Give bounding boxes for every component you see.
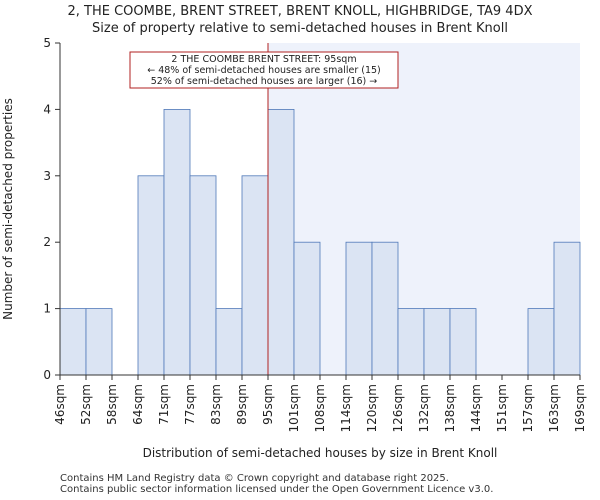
x-tick-label: 132sqm <box>417 384 431 432</box>
x-tick-label: 108sqm <box>313 384 327 432</box>
x-tick-label: 64sqm <box>131 384 145 425</box>
x-tick-label: 52sqm <box>79 384 93 425</box>
x-tick-label: 120sqm <box>365 384 379 432</box>
x-tick-label: 169sqm <box>573 384 587 432</box>
x-tick-label: 151sqm <box>495 384 509 432</box>
bar-83sqm <box>215 308 243 376</box>
x-tick-label: 89sqm <box>235 384 249 425</box>
x-axis-label: Distribution of semi-detached houses by … <box>143 446 498 460</box>
y-tick-label: 0 <box>43 368 51 382</box>
y-tick-label: 2 <box>43 235 51 249</box>
bar-71sqm <box>163 109 191 376</box>
footer-copyright: Contains HM Land Registry data © Crown c… <box>60 473 449 484</box>
x-tick-label: 101sqm <box>287 384 301 432</box>
bar-138sqm <box>449 308 477 376</box>
bar-163sqm <box>553 241 581 376</box>
bar-157sqm <box>527 308 555 376</box>
bar-95sqm <box>267 109 295 376</box>
x-tick-label: 95sqm <box>261 384 275 425</box>
bar-132sqm <box>423 308 451 376</box>
x-tick-label: 157sqm <box>521 384 535 432</box>
annotation-line-1: 2 THE COOMBE BRENT STREET: 95sqm <box>171 54 356 65</box>
x-tick-label: 138sqm <box>443 384 457 432</box>
bar-89sqm <box>241 175 269 376</box>
bar-77sqm <box>189 175 217 376</box>
y-tick-label: 4 <box>43 102 51 116</box>
chart-title: 2, THE COOMBE, BRENT STREET, BRENT KNOLL… <box>67 4 533 19</box>
annotation-border <box>129 51 399 89</box>
bar-52sqm <box>85 308 113 376</box>
histogram-chart: 0 1 2 3 4 5 46sqm 52sqm 58sqm 64sqm 71sqm 77sqm 83s… <box>1 36 587 460</box>
bar-126sqm <box>397 308 425 376</box>
annotation-line-3: 52% of semi-detached houses are larger (… <box>151 76 378 87</box>
x-tick-label: 58sqm <box>105 384 119 425</box>
y-ticks-group: 0 1 2 3 4 5 <box>43 36 60 382</box>
x-ticks-group: 46sqm 52sqm 58sqm 64sqm 71sqm 77sqm 83sqm 89sqm… <box>53 375 587 432</box>
y-tick-label: 1 <box>43 302 51 316</box>
x-tick-label: 126sqm <box>391 384 405 432</box>
y-tick-label: 5 <box>43 36 51 50</box>
bars-group <box>59 109 581 376</box>
footer-licence: Contains public sector information licen… <box>60 484 494 495</box>
y-tick-label: 3 <box>43 169 51 183</box>
bar-46sqm <box>59 308 87 376</box>
x-tick-label: 163sqm <box>547 384 561 432</box>
x-tick-label: 144sqm <box>469 384 483 432</box>
bar-120sqm <box>371 241 399 376</box>
annotation-box: 2 THE COOMBE BRENT STREET: 95sqm ← 48% o… <box>129 51 399 89</box>
bar-114sqm <box>345 241 373 376</box>
x-tick-label: 83sqm <box>209 384 223 425</box>
y-axis-label: Number of semi-detached properties <box>1 98 15 320</box>
annotation-line-2: ← 48% of semi-detached houses are smalle… <box>147 65 381 76</box>
chart-subtitle: Size of property relative to semi-detach… <box>92 21 508 36</box>
bar-64sqm <box>137 175 165 376</box>
bar-101sqm <box>293 241 321 376</box>
x-tick-label: 46sqm <box>53 384 67 425</box>
x-tick-label: 114sqm <box>339 384 353 432</box>
x-tick-label: 77sqm <box>183 384 197 425</box>
x-tick-label: 71sqm <box>157 384 171 425</box>
